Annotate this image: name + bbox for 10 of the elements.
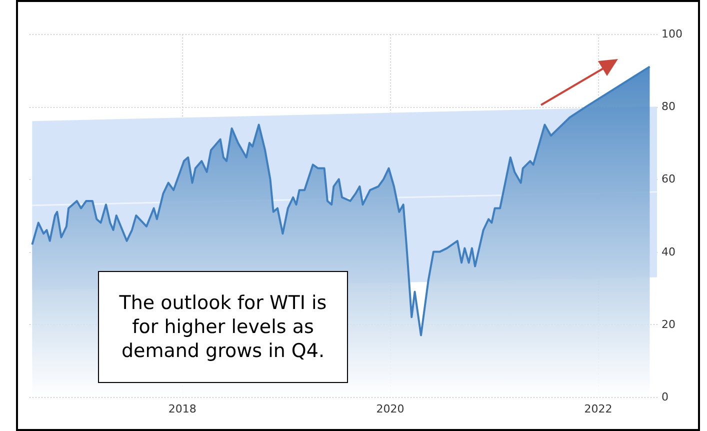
y-tick-label: 100 (662, 28, 682, 40)
y-tick-label: 20 (662, 318, 676, 331)
x-tick-label: 2022 (584, 402, 612, 416)
x-tick-label: 2018 (168, 402, 196, 416)
y-tick-label: 60 (662, 172, 676, 186)
y-tick-label: 0 (662, 390, 668, 404)
x-tick-label: 2020 (376, 402, 404, 416)
y-tick-label: 80 (662, 100, 676, 114)
y-tick-label: 40 (662, 245, 676, 258)
annotation: The outlook for WTI is for higher levels as demand grows in Q4. (98, 271, 348, 383)
